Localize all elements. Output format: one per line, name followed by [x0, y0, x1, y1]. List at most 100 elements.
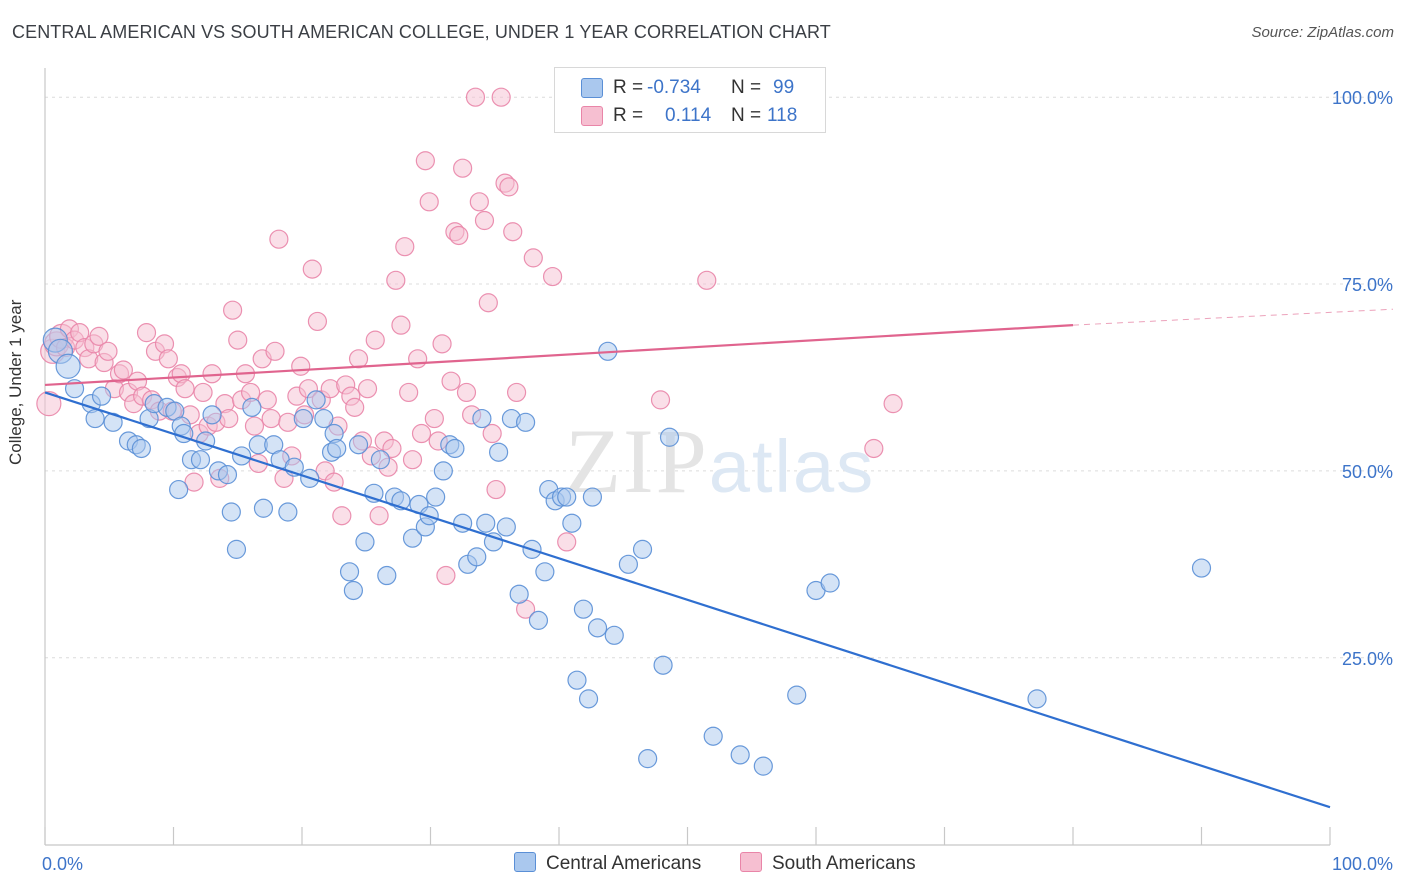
data-point	[506, 382, 527, 403]
data-point	[632, 539, 653, 559]
data-point	[257, 390, 277, 410]
legend-r-label: R =	[613, 77, 644, 98]
data-point	[355, 532, 375, 552]
series-south-americans	[36, 87, 903, 619]
data-point	[449, 225, 469, 246]
data-point	[587, 618, 608, 638]
data-point	[411, 423, 432, 444]
data-point	[478, 293, 498, 313]
data-point	[1027, 689, 1047, 709]
data-point	[169, 479, 189, 500]
data-point	[542, 266, 563, 287]
data-point	[697, 270, 717, 290]
bottom-legend-pink: South Americans	[740, 852, 916, 875]
data-point	[453, 158, 473, 178]
data-point	[503, 222, 523, 242]
data-point	[496, 517, 516, 537]
data-point	[348, 435, 369, 455]
legend-row-blue: R = -0.734 N = 99	[555, 72, 825, 102]
data-point	[184, 472, 204, 492]
data-point	[730, 745, 750, 765]
series-central-americans	[42, 327, 1212, 776]
y-tick-label: 75.0%	[1342, 275, 1393, 295]
data-point	[307, 311, 328, 332]
data-point	[158, 349, 178, 369]
data-point	[242, 397, 262, 417]
bottom-legend-label-blue: Central Americans	[546, 853, 702, 874]
watermark: ZIPatlas	[565, 410, 875, 512]
data-point	[269, 229, 289, 249]
data-point	[89, 326, 109, 346]
data-point	[408, 349, 428, 369]
data-point	[253, 498, 274, 518]
data-point	[604, 625, 624, 645]
data-point	[175, 379, 195, 399]
data-point	[327, 438, 347, 459]
legend-r-value-pink: 0.114	[665, 105, 712, 126]
data-point	[753, 756, 773, 776]
data-point	[217, 465, 238, 485]
data-point	[221, 502, 241, 522]
data-point	[226, 539, 247, 559]
data-point	[509, 584, 529, 604]
data-point	[36, 391, 62, 417]
data-point	[883, 394, 903, 414]
data-point	[567, 670, 587, 690]
legend-r-label: R =	[613, 105, 644, 126]
data-point	[332, 506, 352, 526]
bottom-legend-swatch-blue	[514, 852, 536, 872]
watermark-atlas: atlas	[709, 425, 875, 508]
data-point	[419, 192, 439, 212]
data-point	[369, 506, 389, 526]
x-tick-label: 0.0%	[42, 854, 83, 874]
data-point	[482, 423, 502, 444]
data-point	[55, 353, 81, 379]
data-point	[820, 573, 840, 593]
trend-line-south-americans-extension	[1072, 308, 1394, 326]
bottom-legend-label-pink: South Americans	[772, 853, 916, 874]
data-point	[223, 300, 243, 320]
legend-n-label: N =	[731, 77, 762, 98]
data-point	[618, 554, 638, 574]
data-point	[399, 382, 419, 403]
trend-line-south-americans	[44, 324, 1074, 387]
data-point	[219, 408, 239, 429]
data-point	[424, 408, 444, 429]
data-point	[348, 349, 369, 369]
data-point	[391, 315, 411, 335]
data-point	[472, 408, 492, 429]
data-point	[370, 450, 390, 470]
data-point	[650, 390, 671, 410]
data-point	[343, 580, 363, 601]
data-point	[136, 323, 157, 343]
data-point	[357, 379, 378, 399]
data-point	[474, 210, 495, 231]
bottom-legend-blue: Central Americans	[514, 852, 701, 875]
data-point	[582, 487, 603, 507]
data-point	[278, 502, 298, 522]
data-point	[562, 513, 582, 533]
data-point	[190, 450, 211, 470]
data-point	[515, 412, 536, 432]
correlation-legend: R = -0.734 N = 99 R = 0.114 N = 118	[554, 67, 826, 133]
data-point	[528, 610, 549, 630]
data-point	[402, 450, 423, 470]
data-point	[228, 330, 248, 350]
data-point	[483, 532, 504, 552]
data-point	[265, 341, 285, 361]
data-point	[244, 416, 265, 436]
trend-line-central-americans	[44, 391, 1331, 809]
data-point	[864, 438, 884, 459]
data-point	[395, 237, 415, 257]
data-point	[445, 438, 465, 459]
y-tick-label: 100.0%	[1332, 88, 1393, 108]
legend-swatch-blue	[581, 78, 603, 98]
data-point	[653, 655, 673, 675]
data-point	[465, 87, 486, 107]
data-point	[402, 528, 423, 548]
axes	[44, 68, 1331, 846]
data-point	[85, 408, 105, 429]
data-point	[432, 334, 452, 354]
data-point	[202, 364, 222, 384]
